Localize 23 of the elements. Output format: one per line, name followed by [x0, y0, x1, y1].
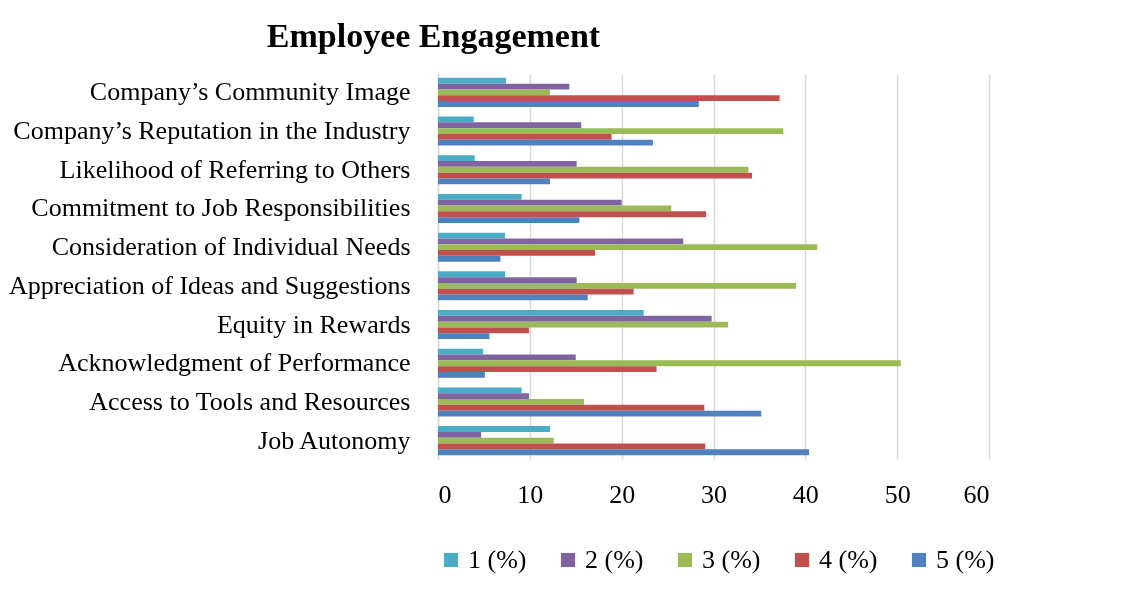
x-tick-label: 30: [701, 479, 727, 509]
legend-label: 4 (%): [819, 545, 878, 574]
y-tick-label: Job Autonomy: [258, 425, 411, 455]
y-tick-label: Company’s Community Image: [89, 77, 411, 107]
y-tick-label: Equity in Rewards: [216, 309, 411, 339]
y-tick-label: Access to Tools and Resources: [89, 386, 411, 416]
x-tick-label: 0: [438, 479, 452, 509]
x-tick-label: 50: [884, 479, 911, 509]
y-tick-label: Commitment to Job Responsibilities: [31, 193, 411, 223]
x-tick-label: 20: [609, 479, 636, 509]
y-tick-label: Company’s Reputation in the Industry: [13, 116, 411, 146]
x-tick-label: 60: [963, 479, 990, 509]
chart-title: Employee Engagement: [266, 17, 601, 54]
y-tick-label: Appreciation of Ideas and Suggestions: [9, 270, 411, 300]
y-tick-label: Likelihood of Referring to Others: [59, 154, 411, 184]
x-tick-label: 10: [517, 479, 544, 509]
y-tick-label: Consideration of Individual Needs: [51, 232, 411, 262]
legend-label: 5 (%): [936, 545, 995, 574]
legend-label: 3 (%): [702, 545, 761, 574]
y-tick-label: Acknowledgment of Performance: [58, 348, 411, 378]
legend-label: 1 (%): [468, 545, 527, 574]
legend-label: 2 (%): [585, 545, 644, 574]
x-tick-label: 40: [792, 479, 819, 509]
